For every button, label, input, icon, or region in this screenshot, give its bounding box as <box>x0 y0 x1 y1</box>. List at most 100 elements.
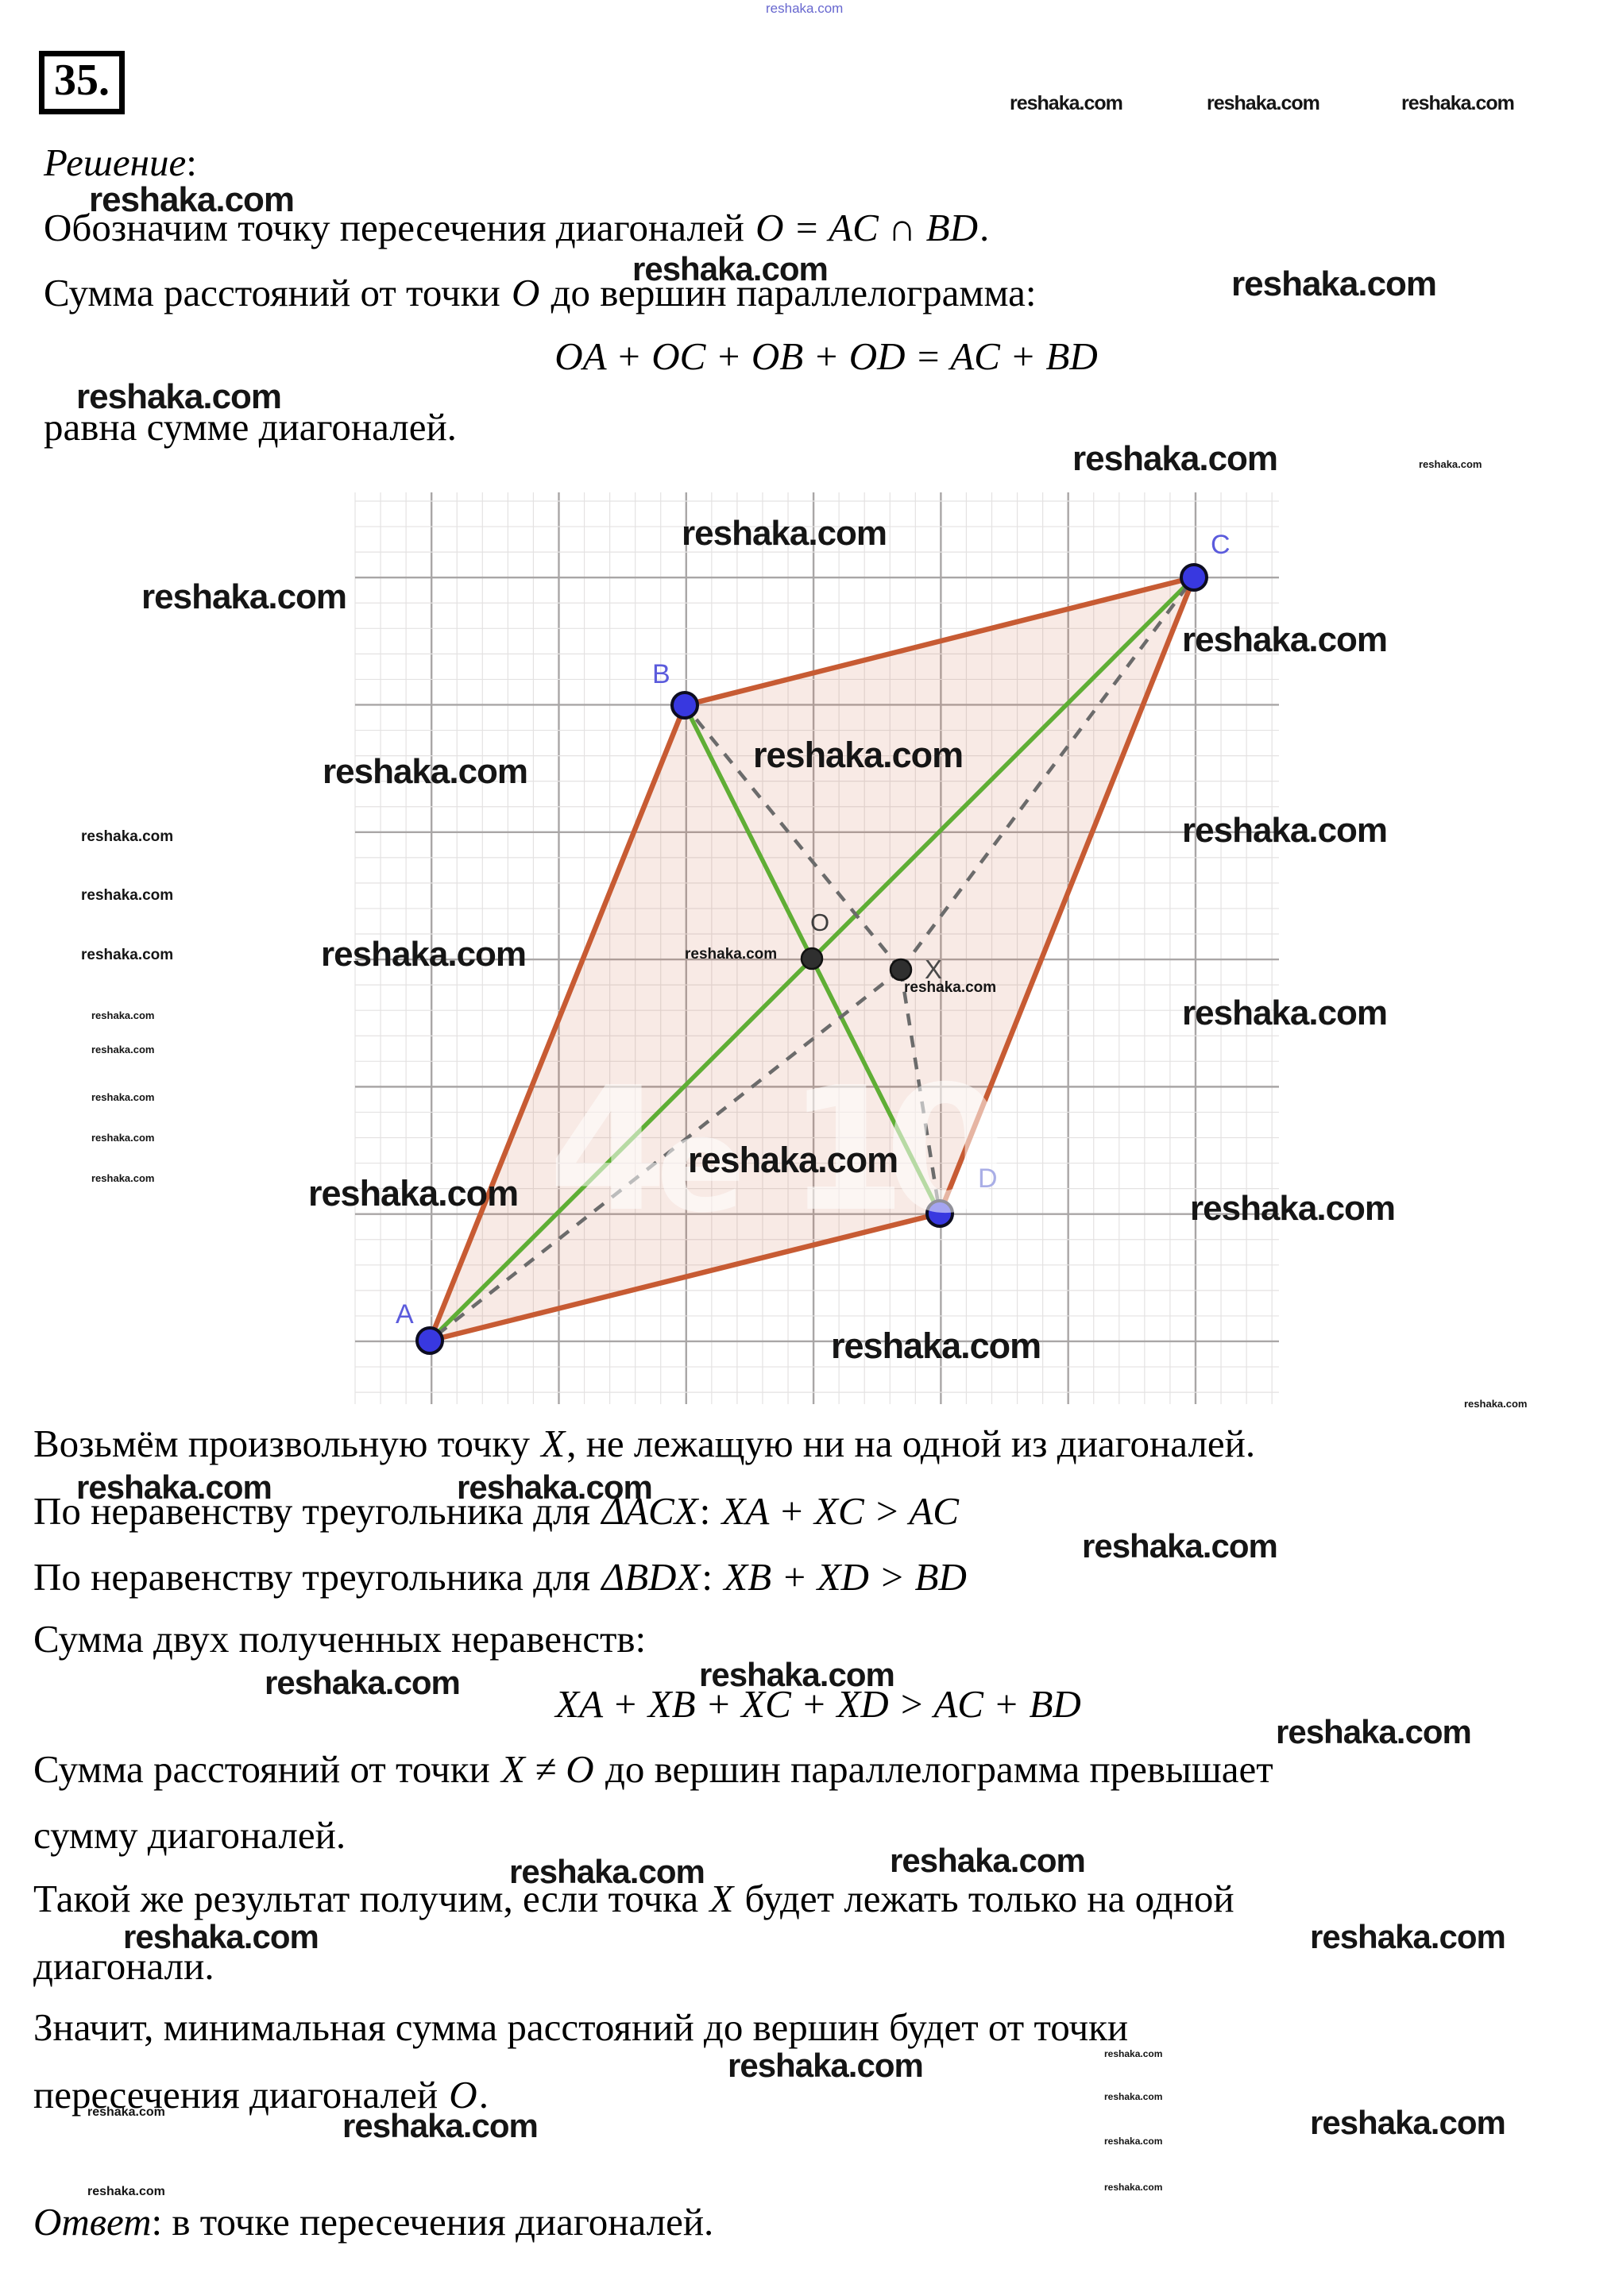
site-watermark: reshaka.com <box>1276 1713 1472 1750</box>
site-watermark: reshaka.com <box>1104 2048 1163 2059</box>
point-label-D: D <box>978 1163 998 1194</box>
site-watermark: reshaka.com <box>457 1468 653 1506</box>
point-label-C: C <box>1211 530 1231 560</box>
point-dot-A <box>415 1326 444 1355</box>
site-watermark: reshaka.com <box>728 2047 924 2084</box>
site-watermark: reshaka.com <box>1419 458 1482 470</box>
text-segment: Сумма двух полученных неравенств: <box>33 1617 647 1661</box>
site-watermark: reshaka.com <box>904 979 997 996</box>
site-watermark: reshaka.com <box>1207 92 1320 114</box>
math-segment: O <box>449 2073 477 2117</box>
math-segment: Решение <box>44 141 187 184</box>
site-watermark: reshaka.com <box>753 735 964 775</box>
math-segment: OA + OC + OB + OD = AC + BD <box>554 334 1098 378</box>
site-watermark: reshaka.com <box>1310 1918 1506 1955</box>
ghost-watermark-letter: е <box>656 1089 745 1241</box>
math-segment: X <box>541 1422 566 1465</box>
text-segment: пересечения диагоналей <box>33 2073 448 2117</box>
text-line-7: По неравенству треугольника для ΔBDX: XB… <box>33 1555 968 1599</box>
site-watermark: reshaka.com <box>323 752 528 791</box>
site-watermark: reshaka.com <box>91 1132 155 1144</box>
text-segment: Такой же результат получим, если точка <box>33 1877 709 1920</box>
site-watermark: reshaka.com <box>342 2107 539 2144</box>
math-segment: O <box>511 271 540 314</box>
text-segment: По неравенству треугольника для <box>33 1489 601 1533</box>
math-segment: X <box>709 1877 734 1920</box>
text-segment: : в точке пересечения диагоналей. <box>151 2200 714 2244</box>
site-watermark: reshaka.com <box>141 577 347 616</box>
problem-number-badge: 35. <box>39 51 125 114</box>
point-dot-B <box>670 691 699 720</box>
site-watermark: reshaka.com <box>76 1468 272 1506</box>
text-line-8: Сумма двух полученных неравенств: <box>33 1617 647 1661</box>
text-segment: равна сумме диагоналей. <box>44 405 457 449</box>
text-line-1: Обозначим точку пересечения диагоналей O… <box>44 206 989 250</box>
site-watermark: reshaka.com <box>632 250 829 287</box>
point-label-X: X <box>925 955 942 984</box>
site-watermark: reshaka.com <box>1182 994 1388 1032</box>
text-segment: Сумма расстояний от точки <box>44 271 510 314</box>
text-segment: сумму диагоналей. <box>33 1813 346 1857</box>
text-line-6: По неравенству треугольника для ΔACX: XA… <box>33 1489 960 1534</box>
math-segment: ΔBDX <box>601 1555 701 1599</box>
text-line-15: пересечения диагоналей O. <box>33 2073 489 2117</box>
site-watermark: reshaka.com <box>1182 811 1388 850</box>
site-watermark: reshaka.com <box>308 1173 519 1214</box>
site-watermark: reshaka.com <box>76 377 282 416</box>
text-line-11: сумму диагоналей. <box>33 1813 346 1858</box>
math-segment: O = AC ∩ BD <box>755 206 978 249</box>
point-dot-X <box>889 958 913 982</box>
site-watermark: reshaka.com <box>831 1326 1041 1366</box>
site-watermark: reshaka.com <box>1310 2104 1506 2141</box>
text-segment: будет лежать только на одной <box>735 1877 1234 1920</box>
text-segment: . <box>478 2073 489 2117</box>
site-watermark: reshaka.com <box>1104 2136 1163 2147</box>
site-watermark: reshaka.com <box>91 1091 155 1103</box>
text-line-9: XA + XB + XC + XD > AC + BD <box>554 1682 1083 1727</box>
text-segment: Сумма расстояний от точки <box>33 1747 500 1791</box>
site-watermark: reshaka.com <box>509 1853 705 1890</box>
point-dot-C <box>1180 563 1208 592</box>
site-watermark: reshaka.com <box>81 887 174 904</box>
ghost-watermark-letter: 0 <box>884 1048 1006 1252</box>
site-watermark: reshaka.com <box>699 1656 895 1693</box>
site-watermark: reshaka.com <box>766 1 844 16</box>
site-watermark: reshaka.com <box>87 2105 165 2119</box>
point-dot-D <box>925 1199 954 1228</box>
site-watermark: reshaka.com <box>87 2185 165 2198</box>
text-segment: до вершин параллелограмма: <box>541 271 1037 314</box>
text-line-5: Возьмём произвольную точку X, не лежащую… <box>33 1422 1255 1466</box>
ghost-watermark-letter: 4 <box>548 1050 667 1249</box>
text-line-4: равна сумме диагоналей. <box>44 405 457 450</box>
text-segment: : <box>186 141 197 184</box>
dashed-segment-XC <box>899 576 1196 971</box>
site-watermark: reshaka.com <box>1010 92 1123 114</box>
site-watermark: reshaka.com <box>1082 1527 1278 1565</box>
site-watermark: reshaka.com <box>91 1172 155 1184</box>
text-line-13: диагонали. <box>33 1944 214 1989</box>
site-watermark: reshaka.com <box>1104 2091 1163 2102</box>
math-segment: Ответ <box>33 2200 152 2244</box>
text-segment: : <box>699 1489 721 1533</box>
text-segment: Возьмём произвольную точку <box>33 1422 540 1465</box>
site-watermark: reshaka.com <box>1104 2182 1163 2193</box>
dashed-segment-XA <box>428 968 902 1342</box>
point-label-O: O <box>810 909 829 936</box>
math-segment: XA + XC > AC <box>721 1489 959 1533</box>
site-watermark: reshaka.com <box>1231 264 1437 303</box>
math-segment: X ≠ O <box>500 1747 594 1791</box>
ghost-watermark-letter: 1 <box>787 1050 906 1249</box>
text-segment: Значит, минимальная сумма расстояний до … <box>33 2005 1129 2049</box>
text-line-14: Значит, минимальная сумма расстояний до … <box>33 2005 1129 2050</box>
site-watermark: reshaka.com <box>1401 92 1515 114</box>
site-watermark: reshaka.com <box>81 947 174 963</box>
site-watermark: reshaka.com <box>685 946 778 963</box>
site-watermark: reshaka.com <box>1190 1189 1396 1228</box>
text-line-10: Сумма расстояний от точки X ≠ O до верши… <box>33 1747 1273 1792</box>
site-watermark: reshaka.com <box>890 1842 1086 1879</box>
point-label-A: A <box>396 1299 414 1329</box>
text-line-3: OA + OC + OB + OD = AC + BD <box>553 334 1099 379</box>
site-watermark: reshaka.com <box>91 1009 155 1021</box>
text-segment: до вершин параллелограмма превышает <box>595 1747 1273 1791</box>
